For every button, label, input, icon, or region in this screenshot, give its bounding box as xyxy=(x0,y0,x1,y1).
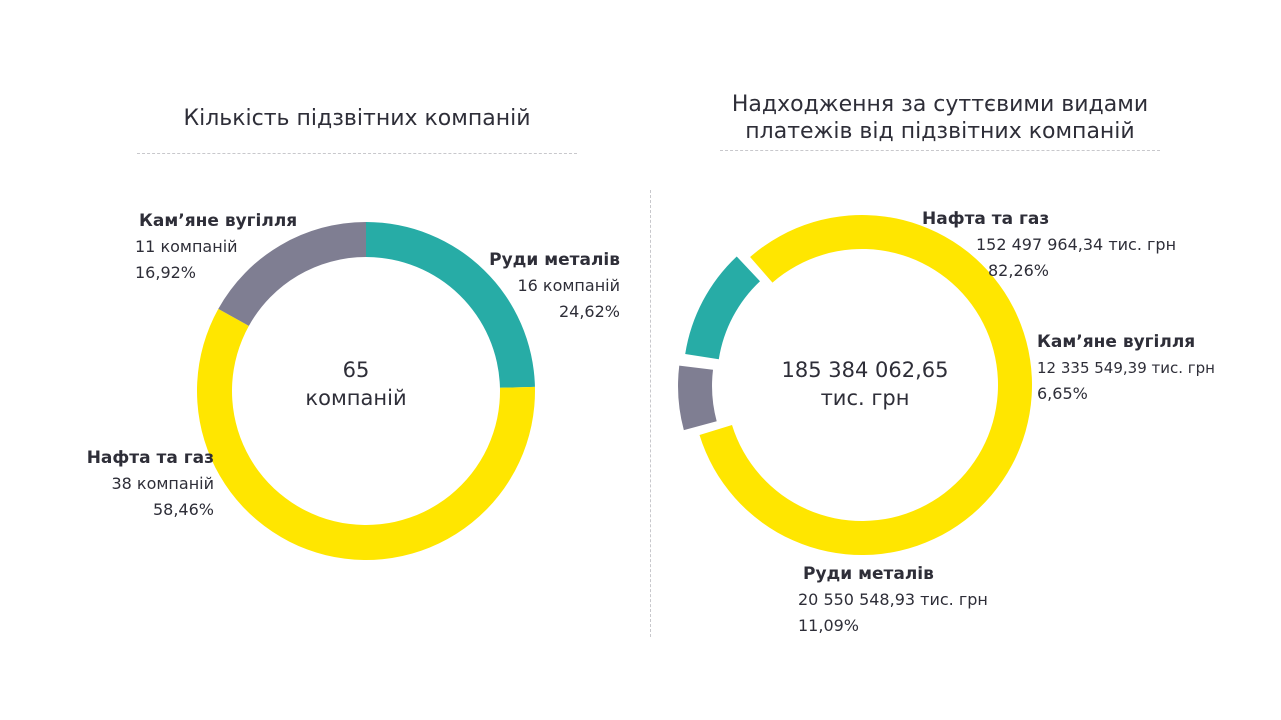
chart1-label-coal: Кам’яне вугілля 11 компаній 16,92% xyxy=(135,208,297,286)
chart1-value-oilgas: 38 компаній xyxy=(111,474,214,493)
chart1-category-ore: Руди металів xyxy=(489,250,620,270)
chart2-percent-oilgas: 82,26% xyxy=(988,261,1050,280)
chart1-category-oilgas: Нафта та газ xyxy=(86,448,214,468)
chart2-category-ore: Руди металів xyxy=(803,564,934,584)
chart1-label-ore: Руди металів 16 компаній 24,62% xyxy=(489,247,620,325)
chart2-slice-coal xyxy=(678,365,717,431)
chart1-label-oilgas: Нафта та газ 38 компаній 58,46% xyxy=(87,445,214,523)
chart2-percent-coal: 6,65% xyxy=(1037,384,1088,403)
chart1-value-ore: 16 компаній xyxy=(517,276,620,295)
chart1-slice-coal xyxy=(218,222,366,326)
chart2-value-coal: 12 335 549,39 тис. грн xyxy=(1037,359,1215,377)
chart2-label-ore: Руди металів 20 550 548,93 тис. грн 11,0… xyxy=(798,561,988,639)
chart2-label-oilgas: Нафта та газ 152 497 964,34 тис. грн 82,… xyxy=(922,206,1176,284)
chart1-value-coal: 11 компаній xyxy=(135,237,238,256)
chart2-title-rule xyxy=(720,150,1160,151)
chart2-value-ore: 20 550 548,93 тис. грн xyxy=(798,590,988,609)
chart2-center-value: 185 384 062,65 xyxy=(781,358,949,382)
chart2-label-coal: Кам’яне вугілля 12 335 549,39 тис. грн 6… xyxy=(1037,329,1215,407)
chart2-category-coal: Кам’яне вугілля xyxy=(1037,332,1196,352)
chart-divider xyxy=(650,190,651,637)
chart2-center-total: 185 384 062,65 тис. грн xyxy=(755,356,975,412)
chart1-slice-ore xyxy=(366,222,535,388)
chart2-category-oilgas: Нафта та газ xyxy=(922,209,1050,229)
chart2-percent-ore: 11,09% xyxy=(798,616,860,635)
chart1-percent-ore: 24,62% xyxy=(558,302,620,321)
chart2-title: Надходження за суттєвими видами платежів… xyxy=(731,92,1149,144)
chart1-percent-coal: 16,92% xyxy=(135,263,197,282)
chart1-percent-oilgas: 58,46% xyxy=(152,500,214,519)
chart1-slice-oilgas xyxy=(197,308,536,560)
chart2-value-oilgas: 152 497 964,34 тис. грн xyxy=(976,235,1177,254)
chart1-category-coal: Кам’яне вугілля xyxy=(139,211,298,231)
chart1-title-rule xyxy=(137,153,577,154)
chart2-slice-ore xyxy=(685,256,761,360)
chart1-center-unit: компаній xyxy=(305,386,407,410)
chart2-center-unit: тис. грн xyxy=(820,386,910,410)
chart1-center-total: 65 компаній xyxy=(266,356,446,412)
chart1-title: Кількість підзвітних компаній xyxy=(183,106,531,131)
chart1-center-value: 65 xyxy=(342,358,370,382)
